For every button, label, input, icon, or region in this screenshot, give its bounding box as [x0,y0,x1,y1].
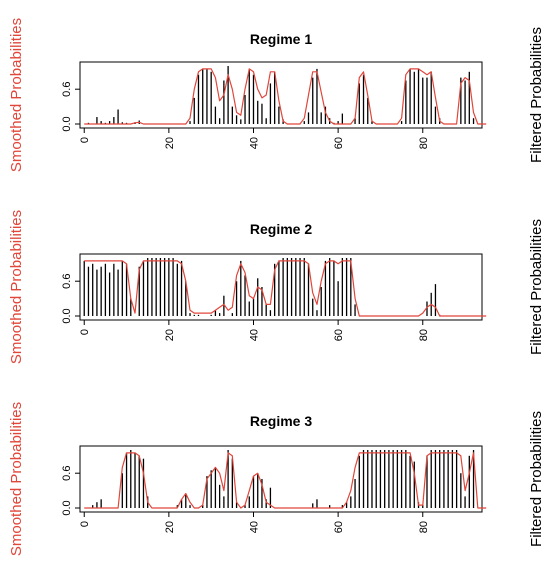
filtered-probabilities-label: Filtered Probabilities [528,219,545,355]
x-tick-label: 0 [79,329,91,335]
x-tick-label: 80 [418,329,430,341]
panel-title: Regime 1 [250,31,312,47]
x-tick-label: 80 [418,137,430,149]
plot-frame [79,445,483,513]
x-tick-label: 60 [333,137,345,149]
plot-frame [79,253,483,321]
x-tick-label: 60 [333,521,345,533]
y-tick-label: 0.0 [61,308,73,323]
panel-title: Regime 3 [250,413,312,429]
smoothed-probabilities-label: Smoothed Probabilities [8,18,25,172]
panel-title: Regime 2 [250,221,312,237]
smoothed-line [84,260,487,317]
plot-frame [79,61,483,129]
y-tick-label: 0.6 [61,274,73,289]
smoothed-probabilities-label: Smoothed Probabilities [8,402,25,556]
y-tick-label: 0.0 [61,116,73,131]
regime-panel-1: Regime 1 Smoothed Probabilities Filtered P… [8,18,545,172]
y-tick-label: 0.6 [61,466,73,481]
smoothed-line [84,452,487,509]
x-tick-label: 60 [333,329,345,341]
x-tick-label: 20 [164,329,176,341]
x-tick-label: 40 [248,329,260,341]
y-tick-label: 0.0 [61,500,73,515]
x-tick-label: 20 [164,521,176,533]
filtered-probabilities-label: Filtered Probabilities [528,411,545,547]
x-tick-label: 0 [79,137,91,143]
x-tick-label: 0 [79,521,91,527]
y-tick-label: 0.6 [61,82,73,97]
x-tick-label: 40 [248,521,260,533]
x-tick-label: 40 [248,137,260,149]
x-tick-label: 20 [164,137,176,149]
filtered-probabilities-label: Filtered Probabilities [528,27,545,163]
smoothed-probabilities-label: Smoothed Probabilities [8,210,25,364]
regime-panel-2: Regime 2 Smoothed Probabilities Filtered P… [8,210,545,364]
smoothed-line [84,68,487,125]
x-tick-label: 80 [418,521,430,533]
regime-panel-3: Regime 3 Smoothed Probabilities Filtered P… [8,402,545,556]
